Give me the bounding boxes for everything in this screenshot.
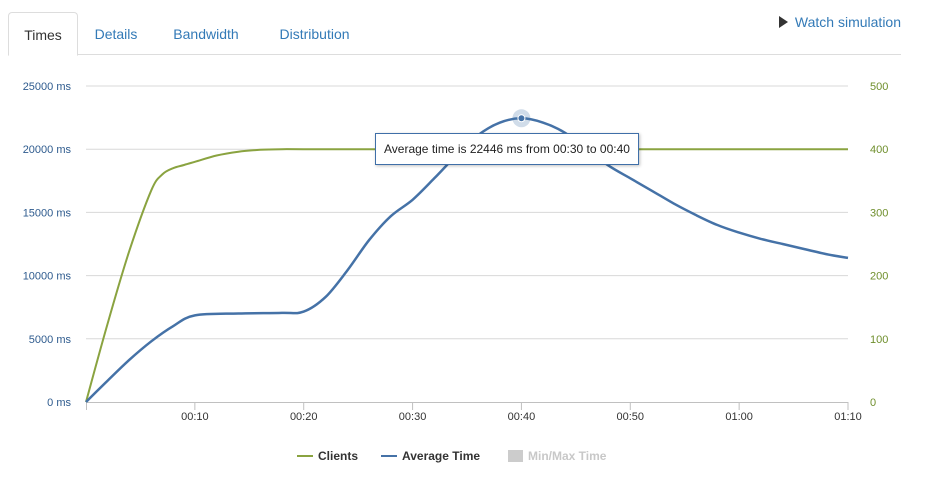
x-tick-label: 00:10: [181, 411, 209, 423]
x-tick-label: 00:20: [290, 411, 318, 423]
y-left-tick-label: 0 ms: [47, 397, 71, 409]
y-right-tick-label: 100: [870, 334, 888, 346]
legend-min-max-time-swatch: [508, 450, 523, 462]
legend-clients-label: Clients: [318, 449, 358, 463]
y-left-tick-label: 20000 ms: [23, 144, 72, 156]
x-tick-label: 00:30: [399, 411, 427, 423]
hover-point-marker: [517, 114, 526, 123]
tab-distribution[interactable]: Distribution: [279, 26, 350, 42]
y-right-tick-label: 0: [870, 397, 876, 409]
y-right-tick-label: 300: [870, 207, 888, 219]
y-left-tick-label: 5000 ms: [29, 334, 72, 346]
x-tick-label: 01:00: [725, 411, 753, 423]
tab-bar: Times Details Bandwidth Distribution: [8, 12, 902, 56]
x-tick-label: 00:40: [508, 411, 536, 423]
y-right-tick-label: 200: [870, 271, 888, 283]
x-tick-label: 01:10: [834, 411, 862, 423]
legend-average-time-label: Average Time: [402, 449, 480, 463]
average-time-series-line: [85, 117, 849, 403]
watch-simulation-link[interactable]: Watch simulation: [778, 14, 901, 30]
y-right-tick-label: 500: [870, 81, 888, 93]
play-icon: [778, 16, 788, 28]
chart-tooltip: Average time is 22446 ms from 00:30 to 0…: [375, 133, 639, 165]
y-left-tick-label: 15000 ms: [23, 207, 72, 219]
tab-bandwidth[interactable]: Bandwidth: [173, 26, 239, 42]
x-tick-label: 00:50: [617, 411, 645, 423]
watch-simulation-label: Watch simulation: [794, 14, 901, 30]
tab-bar-divider: [8, 54, 901, 55]
legend-min-max-time-label: Min/Max Time: [528, 449, 607, 463]
y-left-tick-label: 10000 ms: [23, 271, 72, 283]
y-right-tick-label: 400: [870, 144, 888, 156]
y-left-tick-label: 25000 ms: [23, 81, 72, 93]
tab-times[interactable]: Times: [8, 12, 78, 56]
tab-details[interactable]: Details: [94, 26, 138, 42]
